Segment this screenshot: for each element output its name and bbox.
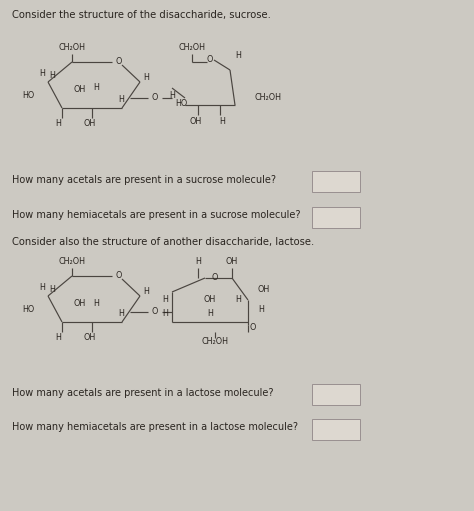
Text: CH₂OH: CH₂OH [255, 94, 282, 103]
Text: O: O [250, 323, 256, 333]
Text: How many hemiacetals are present in a lactose molecule?: How many hemiacetals are present in a la… [12, 422, 298, 432]
Text: O: O [207, 56, 213, 64]
Text: O: O [116, 271, 122, 281]
Text: H: H [55, 334, 61, 342]
Text: H: H [118, 309, 124, 317]
Text: How many hemiacetals are present in a sucrose molecule?: How many hemiacetals are present in a su… [12, 210, 301, 220]
Text: H: H [39, 284, 45, 292]
Text: CH₂OH: CH₂OH [58, 258, 85, 267]
Text: H: H [162, 310, 168, 318]
Text: H: H [219, 117, 225, 126]
Text: H: H [49, 286, 55, 294]
Text: How many acetals are present in a lactose molecule?: How many acetals are present in a lactos… [12, 388, 273, 398]
Text: OH: OH [258, 286, 270, 294]
Text: H: H [93, 83, 99, 92]
Bar [312, 384, 360, 405]
Text: O: O [116, 58, 122, 66]
Text: H: H [118, 95, 124, 104]
Bar [312, 207, 360, 228]
Text: HO: HO [23, 305, 35, 314]
Text: H: H [55, 120, 61, 128]
Text: H: H [143, 73, 149, 81]
Text: H: H [235, 295, 241, 305]
Text: H: H [235, 52, 241, 60]
Text: OH: OH [74, 84, 86, 94]
Text: O: O [152, 94, 158, 103]
Text: O: O [152, 308, 158, 316]
Text: H: H [49, 72, 55, 81]
Bar [312, 171, 360, 192]
Text: H: H [169, 90, 175, 100]
Text: Consider also the structure of another disaccharide, lactose.: Consider also the structure of another d… [12, 237, 314, 247]
Text: O: O [212, 273, 218, 283]
Text: H: H [143, 287, 149, 295]
Text: OH: OH [204, 295, 216, 305]
Text: H: H [162, 295, 168, 305]
Text: CH₂OH: CH₂OH [58, 43, 85, 53]
Text: CH₂OH: CH₂OH [201, 337, 228, 346]
Text: H: H [195, 258, 201, 267]
Text: HO: HO [176, 99, 188, 107]
Text: OH: OH [74, 298, 86, 308]
Text: H: H [258, 306, 264, 314]
Text: H: H [39, 69, 45, 79]
Text: OH: OH [226, 258, 238, 267]
Text: How many acetals are present in a sucrose molecule?: How many acetals are present in a sucros… [12, 175, 276, 185]
Text: H: H [93, 298, 99, 308]
Text: Consider the structure of the disaccharide, sucrose.: Consider the structure of the disacchari… [12, 10, 271, 20]
Text: CH₂OH: CH₂OH [179, 43, 206, 53]
Text: OH: OH [84, 120, 96, 128]
Text: HO: HO [23, 90, 35, 100]
Text: OH: OH [84, 334, 96, 342]
Bar [312, 419, 360, 440]
Text: H: H [207, 310, 213, 318]
Text: OH: OH [190, 117, 202, 126]
